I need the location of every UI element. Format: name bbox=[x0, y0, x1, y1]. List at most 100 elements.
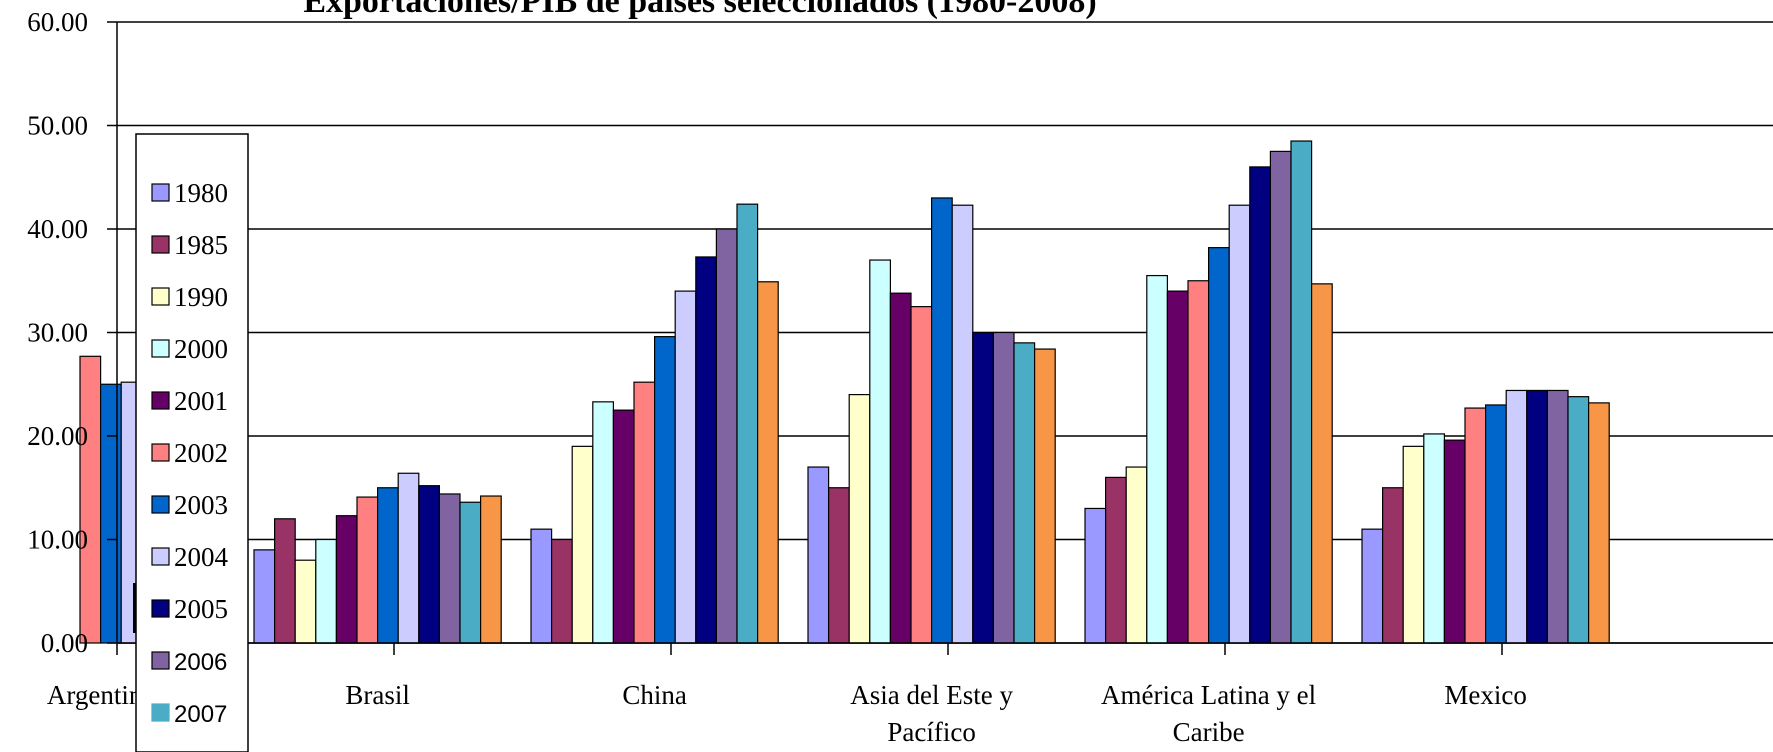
bar bbox=[459, 501, 482, 644]
y-tick-label: 10.00 bbox=[27, 525, 88, 555]
y-tick-label: 40.00 bbox=[27, 214, 88, 244]
bar bbox=[1567, 396, 1590, 644]
legend-swatch bbox=[151, 703, 170, 722]
legend-swatch bbox=[151, 183, 170, 202]
bar bbox=[951, 204, 974, 644]
y-tick-label: 60.00 bbox=[27, 7, 88, 37]
bar bbox=[1423, 433, 1446, 644]
bar bbox=[1381, 487, 1404, 644]
legend-edge-mark bbox=[133, 583, 136, 633]
category-label: Mexico bbox=[1444, 680, 1526, 710]
bar bbox=[315, 538, 337, 644]
bar bbox=[438, 493, 461, 644]
legend-swatch bbox=[151, 287, 170, 306]
legend-label: 1985 bbox=[174, 230, 228, 260]
legend-swatch bbox=[151, 495, 170, 514]
bar bbox=[674, 290, 697, 644]
bar bbox=[253, 549, 276, 644]
bar bbox=[869, 259, 891, 644]
bar bbox=[99, 383, 122, 644]
legend-label: 2007 bbox=[174, 701, 227, 728]
bar bbox=[1464, 407, 1487, 644]
bar bbox=[972, 331, 994, 644]
bar bbox=[274, 518, 296, 644]
bar bbox=[1084, 507, 1107, 644]
bar bbox=[1146, 274, 1169, 644]
bar bbox=[653, 336, 676, 644]
y-tick-label: 20.00 bbox=[27, 421, 88, 451]
category-label: Caribe bbox=[1173, 717, 1245, 747]
legend-label: 1990 bbox=[174, 282, 228, 312]
bar bbox=[1546, 389, 1569, 644]
chart-title: Exportaciones/PIB de países seleccionado… bbox=[303, 0, 1096, 20]
bar bbox=[1249, 166, 1272, 644]
legend-swatch bbox=[151, 235, 170, 254]
bar bbox=[930, 197, 953, 644]
bar bbox=[418, 485, 440, 644]
bar bbox=[1228, 204, 1251, 644]
bar bbox=[1484, 404, 1507, 644]
bar bbox=[550, 538, 573, 644]
legend-label: 2004 bbox=[174, 542, 229, 572]
bar bbox=[592, 401, 614, 644]
bar bbox=[571, 445, 594, 644]
legend-label: 2001 bbox=[174, 386, 228, 416]
legend-label: 2005 bbox=[174, 594, 228, 624]
y-tick-label: 50.00 bbox=[27, 111, 88, 141]
bar bbox=[756, 281, 779, 644]
bar bbox=[377, 487, 399, 644]
y-tick-label: 30.00 bbox=[27, 318, 88, 348]
category-labels: Argentina Brasil China Asia del Este yPacíf… bbox=[47, 680, 1527, 747]
bar bbox=[1013, 342, 1036, 644]
bar bbox=[1207, 247, 1230, 644]
legend-label: 2006 bbox=[174, 649, 227, 676]
y-tick-labels: 0.00 10.00 20.00 30.00 40.00 50.00 60.00 bbox=[27, 7, 88, 658]
bar bbox=[397, 472, 420, 644]
category-label: América Latina y el bbox=[1101, 680, 1316, 710]
bar bbox=[633, 381, 656, 644]
bar bbox=[480, 495, 502, 644]
bar bbox=[827, 487, 850, 644]
bar bbox=[848, 394, 871, 644]
bar bbox=[1310, 283, 1333, 644]
bar bbox=[1290, 140, 1313, 644]
bar bbox=[910, 306, 933, 644]
bar bbox=[1526, 389, 1549, 644]
legend-label: 2000 bbox=[174, 334, 228, 364]
bar bbox=[294, 559, 317, 644]
bar bbox=[1443, 439, 1466, 644]
bar bbox=[79, 355, 102, 644]
legend-swatch bbox=[151, 547, 170, 566]
legend-swatch bbox=[151, 599, 170, 618]
bar bbox=[530, 528, 553, 644]
bar bbox=[1187, 280, 1210, 644]
bar bbox=[889, 292, 912, 644]
legend-swatch bbox=[151, 443, 170, 462]
legend-swatch bbox=[151, 391, 170, 410]
bar bbox=[1505, 389, 1528, 644]
bar bbox=[335, 515, 358, 644]
category-label: Brasil bbox=[345, 680, 410, 710]
bar bbox=[356, 496, 379, 644]
bar bbox=[715, 228, 738, 644]
bar bbox=[736, 203, 759, 644]
bar bbox=[1033, 348, 1056, 644]
bar bbox=[1587, 402, 1610, 644]
bar bbox=[1269, 150, 1292, 644]
category-label: Pacífico bbox=[887, 717, 975, 747]
bar bbox=[1402, 445, 1425, 644]
bar bbox=[1166, 290, 1189, 644]
category-label: Asia del Este y bbox=[850, 680, 1013, 710]
legend-label: 1980 bbox=[174, 178, 228, 208]
legend-swatch bbox=[151, 339, 170, 358]
bar bbox=[1104, 476, 1127, 644]
bar bbox=[695, 256, 717, 644]
bar bbox=[1361, 528, 1384, 644]
y-tick-label: 0.00 bbox=[41, 628, 88, 658]
legend: 1980 1985 1990 2000 2001 2002 2003 2004 2005 2006… bbox=[133, 133, 249, 752]
category-label: China bbox=[622, 680, 687, 710]
bar bbox=[807, 466, 830, 644]
bars bbox=[79, 140, 1610, 644]
bar bbox=[1125, 466, 1148, 644]
